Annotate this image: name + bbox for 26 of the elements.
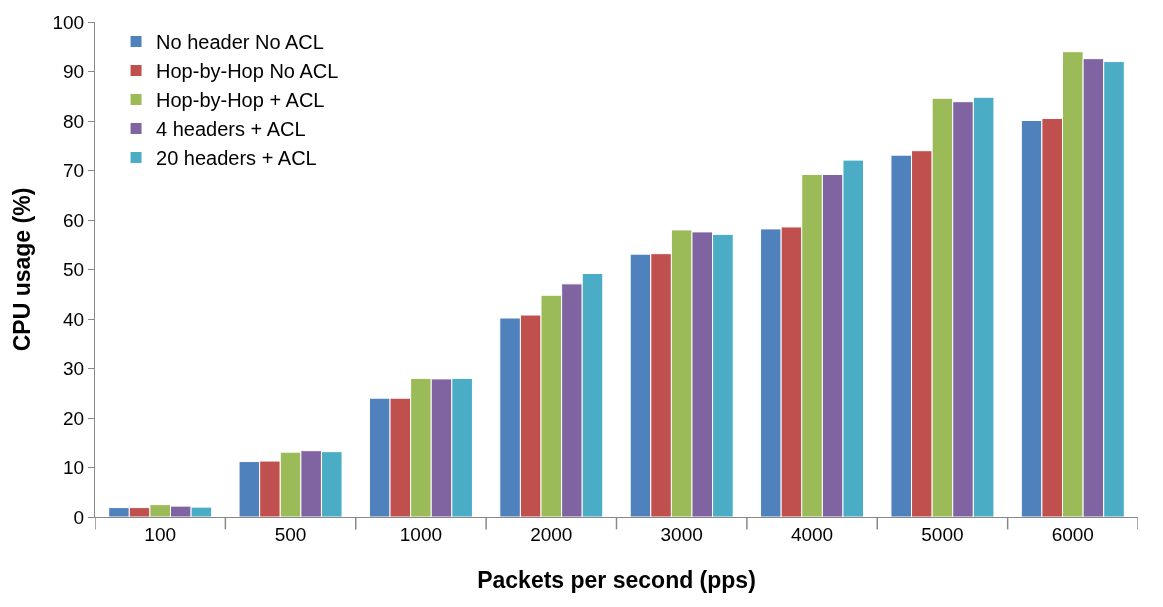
y-tick-label: 10 xyxy=(63,457,85,479)
y-tick-label: 90 xyxy=(63,61,85,83)
legend-label: 4 headers + ACL xyxy=(156,118,306,141)
x-tick-label: 6000 xyxy=(1051,523,1094,545)
x-tick-label: 1000 xyxy=(399,523,443,545)
x-tick-label: 2000 xyxy=(530,523,573,545)
y-tick-label: 70 xyxy=(63,160,85,182)
legend-label: 20 headers + ACL xyxy=(156,147,317,170)
y-tick-label: 100 xyxy=(52,11,85,33)
x-tick-label: 100 xyxy=(144,523,177,545)
y-axis-title: CPU usage (%) xyxy=(8,187,35,352)
x-tick-label: 4000 xyxy=(790,523,834,545)
y-tick-label: 0 xyxy=(73,506,85,528)
y-tick-label: 80 xyxy=(63,110,85,132)
y-tick-label: 60 xyxy=(63,209,85,231)
legend-label: Hop-by-Hop No ACL xyxy=(156,60,339,83)
x-tick-label: 500 xyxy=(274,523,307,545)
x-tick-label: 3000 xyxy=(660,523,703,545)
y-tick-label: 40 xyxy=(63,308,85,330)
x-tick-label: 5000 xyxy=(921,523,964,545)
y-tick-label: 50 xyxy=(63,259,85,281)
legend-label: No header No ACL xyxy=(156,31,324,54)
legend-label: Hop-by-Hop + ACL xyxy=(156,89,325,112)
y-tick-label: 30 xyxy=(63,358,85,380)
y-tick-label: 20 xyxy=(63,407,85,429)
x-axis-title: Packets per second (pps) xyxy=(477,567,756,594)
